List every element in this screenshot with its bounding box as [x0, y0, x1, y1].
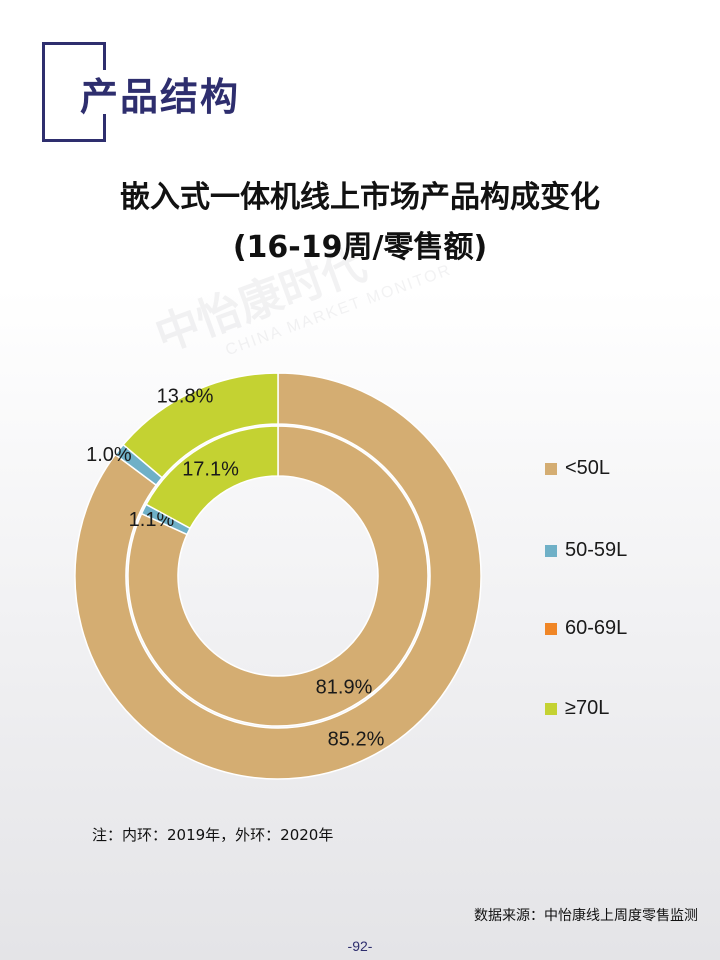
inner-label-3: 17.1%	[182, 458, 239, 480]
chart-note: 注：内环：2019年，外环：2020年	[92, 826, 334, 844]
outer-label-3: 13.8%	[157, 386, 214, 408]
outer-slice-3	[122, 372, 279, 479]
legend-label: ≥70L	[565, 697, 610, 719]
inner-slice-0	[127, 425, 429, 727]
chart-subtitle: (16-19周/零售额)	[232, 230, 488, 265]
legend-swatch	[545, 703, 557, 715]
inner-label-0: 81.9%	[316, 676, 373, 698]
section-title: 产品结构	[80, 75, 241, 119]
chart-title: 嵌入式一体机线上市场产品构成变化	[120, 180, 600, 215]
inner-label-1: 1.1%	[129, 509, 175, 531]
outer-label-1: 1.0%	[86, 444, 132, 466]
legend-swatch	[545, 463, 557, 475]
legend-label: 50-59L	[565, 539, 628, 561]
legend-label: <50L	[565, 457, 611, 479]
legend-swatch	[545, 623, 557, 635]
donut-chart: 85.2% 1.0% 13.8% 81.9% 1.1% 17.1%	[74, 372, 482, 780]
section-frame	[42, 42, 106, 142]
inner-slice-3	[145, 425, 279, 530]
outer-label-0: 85.2%	[328, 728, 385, 750]
legend-label: 60-69L	[565, 617, 628, 639]
page-number: -92-	[347, 938, 373, 954]
data-source: 数据来源：中怡康线上周度零售监测	[474, 908, 698, 924]
legend-swatch	[545, 545, 557, 557]
outer-slice-0	[74, 372, 482, 780]
